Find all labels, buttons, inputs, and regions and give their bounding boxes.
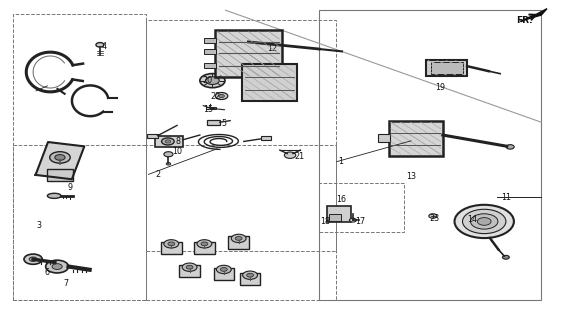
Bar xyxy=(155,136,183,147)
Circle shape xyxy=(164,152,173,157)
Text: 5: 5 xyxy=(222,119,227,128)
Text: 14: 14 xyxy=(467,215,477,224)
Circle shape xyxy=(182,263,197,271)
Text: 2: 2 xyxy=(155,170,160,179)
Bar xyxy=(161,242,182,254)
Circle shape xyxy=(502,255,509,259)
Text: 20: 20 xyxy=(203,76,213,85)
Circle shape xyxy=(96,43,104,47)
Bar xyxy=(179,265,200,277)
Text: 16: 16 xyxy=(336,195,346,204)
Circle shape xyxy=(349,218,356,222)
Circle shape xyxy=(215,92,228,100)
Bar xyxy=(47,169,73,181)
Circle shape xyxy=(455,205,514,238)
Text: 9: 9 xyxy=(67,183,72,192)
Circle shape xyxy=(168,242,175,246)
Circle shape xyxy=(219,94,224,98)
Bar xyxy=(319,183,404,232)
Circle shape xyxy=(29,257,37,261)
Bar xyxy=(388,121,443,156)
Text: 19: 19 xyxy=(435,83,445,92)
Polygon shape xyxy=(35,142,85,179)
Circle shape xyxy=(55,155,65,160)
Text: 17: 17 xyxy=(355,217,365,226)
Text: 6: 6 xyxy=(45,268,49,277)
Bar xyxy=(215,30,282,77)
Text: 13: 13 xyxy=(407,172,417,181)
Text: 12: 12 xyxy=(267,44,278,53)
Text: 10: 10 xyxy=(172,147,183,156)
Bar xyxy=(242,64,297,101)
Text: FR.: FR. xyxy=(516,16,532,25)
Bar xyxy=(261,136,271,140)
Circle shape xyxy=(52,264,62,269)
Circle shape xyxy=(186,265,193,269)
Bar xyxy=(329,214,341,221)
Circle shape xyxy=(243,271,258,279)
Text: 21: 21 xyxy=(294,152,304,161)
Bar xyxy=(228,236,249,249)
Circle shape xyxy=(165,140,171,143)
Bar xyxy=(240,273,260,285)
Circle shape xyxy=(235,236,242,240)
Bar xyxy=(206,107,216,109)
Circle shape xyxy=(162,138,174,145)
Text: 4: 4 xyxy=(102,42,107,51)
Bar xyxy=(204,63,216,68)
Circle shape xyxy=(506,145,514,149)
Text: 15: 15 xyxy=(203,105,213,114)
Circle shape xyxy=(247,273,254,277)
Bar xyxy=(426,60,467,76)
Bar xyxy=(13,14,146,300)
Bar xyxy=(214,268,234,280)
Bar xyxy=(147,134,158,138)
Bar xyxy=(204,49,216,54)
Ellipse shape xyxy=(47,193,61,198)
Bar xyxy=(319,10,541,300)
Circle shape xyxy=(471,214,498,229)
Circle shape xyxy=(166,163,171,165)
Circle shape xyxy=(50,152,70,163)
Circle shape xyxy=(477,218,491,225)
Text: 18: 18 xyxy=(320,217,330,226)
Circle shape xyxy=(284,152,296,158)
Circle shape xyxy=(201,242,208,246)
Bar xyxy=(194,242,215,254)
Text: 11: 11 xyxy=(501,193,512,202)
Circle shape xyxy=(231,234,246,243)
Polygon shape xyxy=(527,9,547,19)
Text: 23: 23 xyxy=(429,214,440,223)
Circle shape xyxy=(24,254,42,264)
Bar xyxy=(13,145,146,300)
Circle shape xyxy=(463,209,506,234)
Text: 22: 22 xyxy=(210,92,220,101)
Circle shape xyxy=(429,214,437,218)
Circle shape xyxy=(200,74,225,88)
Text: 8: 8 xyxy=(176,137,181,146)
Circle shape xyxy=(46,260,69,273)
Text: 7: 7 xyxy=(63,279,68,288)
Bar xyxy=(327,206,351,222)
Text: 3: 3 xyxy=(37,221,41,230)
Bar xyxy=(378,134,389,142)
Circle shape xyxy=(164,240,179,248)
Circle shape xyxy=(220,268,227,271)
Circle shape xyxy=(197,240,212,248)
Bar xyxy=(431,62,463,74)
Circle shape xyxy=(206,77,219,84)
Circle shape xyxy=(216,265,231,274)
Text: 1: 1 xyxy=(338,157,343,166)
Bar xyxy=(207,120,220,125)
Bar xyxy=(146,145,336,251)
Bar xyxy=(204,38,216,43)
Bar xyxy=(146,20,336,300)
